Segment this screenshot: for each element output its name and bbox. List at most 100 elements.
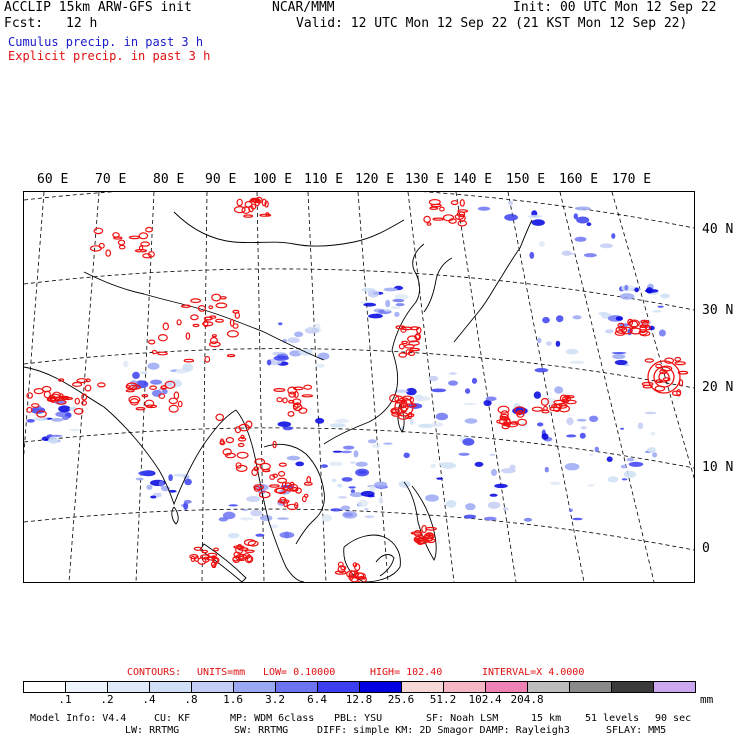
cumulus-cell [395,303,405,307]
lon-label: 70 E [95,172,127,187]
cumulus-cell [607,476,619,483]
explicit-contour [233,545,245,549]
explicit-contour [517,418,528,426]
explicit-contour [272,473,279,478]
cumulus-cell [501,468,516,474]
cumulus-cell [146,484,153,490]
explicit-contour [158,393,166,399]
colorbar-swatch [401,681,444,693]
explicit-contour [401,340,409,345]
explicit-contour [671,390,682,396]
explicit-contour [426,222,432,226]
explicit-contour [281,481,287,489]
explicit-contour [298,407,308,414]
explicit-contour [287,410,295,417]
explicit-contour [498,417,508,426]
explicit-contour [81,393,88,401]
forecast-hour-label: Fcst: [4,16,44,31]
cumulus-cell [329,461,343,466]
time-step: 90 sec [655,713,692,724]
explicit-contour [423,533,435,540]
explicit-contour [295,487,302,494]
colorbar-swatch [569,681,612,693]
coast-line [403,481,437,561]
cumulus-cell [123,360,129,368]
cumulus-cell [573,213,578,220]
colorbar-swatch [233,681,276,693]
cumulus-cell [440,462,457,469]
explicit-contour [209,336,218,345]
cu-scheme: CU: KF [154,713,191,724]
contours-interval: INTERVAL=X 4.0000 [482,667,585,678]
cumulus-cell [337,483,343,488]
coast-line [23,366,237,506]
explicit-contour [277,477,288,484]
explicit-contour [113,236,123,240]
explicit-contour [337,565,346,574]
cumulus-cell [26,419,35,423]
colorbar-tick-label: 204.8 [510,693,544,706]
explicit-contour [118,244,126,250]
cumulus-cell [445,500,457,508]
cumulus-cell [463,514,477,519]
explicit-contour [404,344,415,349]
cumulus-cell [286,455,301,461]
cumulus-cell [315,417,325,424]
cumulus-cell [295,461,305,467]
colorbar-swatch [359,681,402,693]
cumulus-cell [594,446,599,453]
explicit-contour [183,358,195,363]
explicit-contour [33,388,44,395]
cumulus-cell [378,496,383,504]
cumulus-cell [30,406,46,414]
contours-label: CONTOURS: [127,667,182,678]
cumulus-precip-layer [26,200,670,539]
colorbar-swatch [653,681,696,693]
lon-label: 100 E [253,172,293,187]
cumulus-cell [320,464,328,468]
cumulus-cell [138,470,154,476]
explicit-contour [410,326,420,331]
explicit-contour [30,403,40,408]
cumulus-cell [287,337,300,344]
lon-label: 130 E [405,172,445,187]
cumulus-cell [390,305,401,310]
cumulus-cell [50,434,63,437]
explicit-contour [303,481,313,486]
cumulus-cell [321,514,332,522]
cumulus-cell [621,478,628,481]
cumulus-cell [268,524,279,529]
storm-ring [658,371,670,383]
cumulus-cell [343,445,355,450]
cumulus-cell [556,315,564,323]
colorbar-swatch [443,681,486,693]
explicit-contour [400,326,407,333]
cumulus-cell [134,380,149,389]
explicit-contour [639,324,649,329]
colorbar-tick-label: 51.2 [429,693,457,706]
explicit-contour [226,354,236,358]
cumulus-cell [507,200,514,206]
explicit-contour [151,349,158,355]
cumulus-cell [428,375,439,382]
cumulus-cell [414,396,431,402]
cumulus-cell [650,431,656,436]
meridian-line [256,191,265,583]
explicit-contour [211,293,222,302]
explicit-contour [407,335,418,343]
cumulus-cell [58,405,71,413]
explicit-contour [275,487,287,495]
parallel-line [23,427,695,469]
explicit-contour [286,487,294,492]
cumulus-cell [523,517,533,522]
parallel-line [23,185,695,229]
explicit-contour [236,451,249,459]
explicit-contour [177,400,183,408]
cumulus-cell [418,423,434,428]
cumulus-cell [48,436,59,444]
explicit-contour [354,563,361,572]
map-panel [13,185,725,583]
explicit-contour [559,394,569,403]
cumulus-cell [569,360,585,365]
cumulus-cell [652,310,662,313]
